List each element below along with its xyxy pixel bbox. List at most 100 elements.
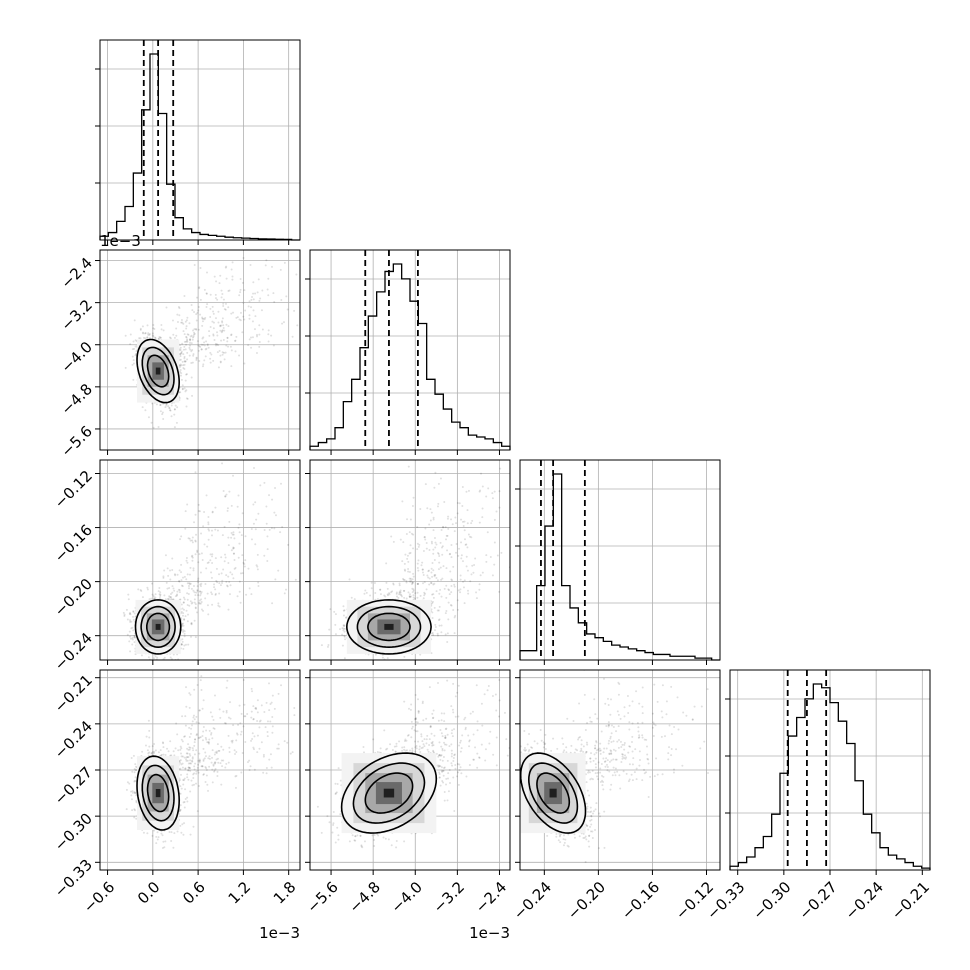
scatter-point <box>203 359 206 362</box>
scatter-point <box>180 364 183 367</box>
scatter-point <box>151 334 154 337</box>
scatter-point <box>245 593 248 596</box>
scatter-point <box>179 358 182 361</box>
scatter-point <box>152 327 155 330</box>
scatter-point <box>225 277 228 280</box>
scatter-point <box>151 582 154 585</box>
scatter-point <box>251 336 254 339</box>
joint-panel-2-0 <box>95 459 301 665</box>
scatter-point <box>438 624 441 627</box>
scatter-point <box>221 292 224 295</box>
scatter-point <box>250 306 253 309</box>
scatter-point <box>198 510 201 513</box>
scatter-point <box>234 566 237 569</box>
scatter-point <box>185 389 188 392</box>
scatter-point <box>478 490 481 493</box>
scatter-point <box>244 309 247 312</box>
scatter-point <box>248 314 251 317</box>
scatter-point <box>182 630 185 633</box>
panel-frame <box>519 459 721 661</box>
scatter-point <box>416 567 419 570</box>
scatter-point <box>214 293 217 296</box>
scatter-point <box>180 351 183 354</box>
scatter-point <box>190 622 193 625</box>
scatter-point <box>333 610 336 613</box>
scatter-point <box>226 509 229 512</box>
scatter-point <box>442 565 445 568</box>
scatter-point <box>183 363 186 366</box>
scatter-point <box>409 551 412 554</box>
scatter-point <box>274 514 277 517</box>
scatter-point <box>199 583 202 586</box>
scatter-point <box>252 503 255 506</box>
scatter-point <box>280 482 283 485</box>
scatter-point <box>157 337 160 340</box>
scatter-point <box>201 317 204 320</box>
scatter-point <box>478 588 481 591</box>
scatter-point <box>241 281 244 284</box>
scatter-point <box>238 590 241 593</box>
scatter-point <box>217 344 220 347</box>
scatter-point <box>273 527 276 530</box>
scatter-point <box>214 344 217 347</box>
scatter-point <box>234 339 237 342</box>
scatter-point <box>439 541 442 544</box>
scatter-point <box>408 571 411 574</box>
scatter-point <box>412 496 415 499</box>
scatter-point <box>169 596 172 599</box>
scatter-point <box>203 543 206 546</box>
scatter-point <box>258 333 261 336</box>
scatter-point <box>200 591 203 594</box>
scatter-point <box>392 582 395 585</box>
scatter-point <box>408 577 411 580</box>
scatter-point <box>437 553 440 556</box>
scatter-point <box>193 591 196 594</box>
scatter-point <box>183 575 186 578</box>
scatter-point <box>458 502 461 505</box>
scatter-point <box>139 328 142 331</box>
scatter-point <box>195 328 198 331</box>
scatter-point <box>172 587 175 590</box>
scatter-point <box>238 580 241 583</box>
scatter-point <box>242 561 245 564</box>
scatter-point <box>176 593 179 596</box>
scatter-point <box>385 562 388 565</box>
scatter-point <box>218 573 221 576</box>
scatter-point <box>127 593 130 596</box>
scatter-point <box>412 588 415 591</box>
scatter-point <box>234 339 237 342</box>
scatter-point <box>184 348 187 351</box>
scatter-point <box>176 313 179 316</box>
scatter-point <box>256 291 259 294</box>
scatter-point <box>445 567 448 570</box>
scatter-point <box>128 640 131 643</box>
scatter-point <box>207 346 210 349</box>
scatter-point <box>178 580 181 583</box>
scatter-point <box>221 329 224 332</box>
scatter-point <box>213 586 216 589</box>
scatter-point <box>179 370 182 373</box>
contour-line-2 <box>146 354 170 388</box>
scatter-point <box>132 610 135 613</box>
scatter-point <box>256 568 259 571</box>
scatter-point <box>431 593 434 596</box>
scatter-point <box>439 477 442 480</box>
scatter-point <box>192 569 195 572</box>
scatter-point <box>192 353 195 356</box>
scatter-point <box>406 557 409 560</box>
scatter-point <box>144 409 147 412</box>
scatter-point <box>266 535 269 538</box>
scatter-point <box>139 327 142 330</box>
scatter-point <box>232 531 235 534</box>
scatter-point <box>244 535 247 538</box>
scatter-point <box>465 490 468 493</box>
scatter-point <box>165 306 168 309</box>
scatter-point <box>416 526 419 529</box>
scatter-point <box>460 554 463 557</box>
scatter-point <box>126 618 129 621</box>
scatter-point <box>220 572 223 575</box>
scatter-point <box>412 596 415 599</box>
histogram-step <box>99 53 300 241</box>
scatter-point <box>183 340 186 343</box>
scatter-point <box>188 604 191 607</box>
